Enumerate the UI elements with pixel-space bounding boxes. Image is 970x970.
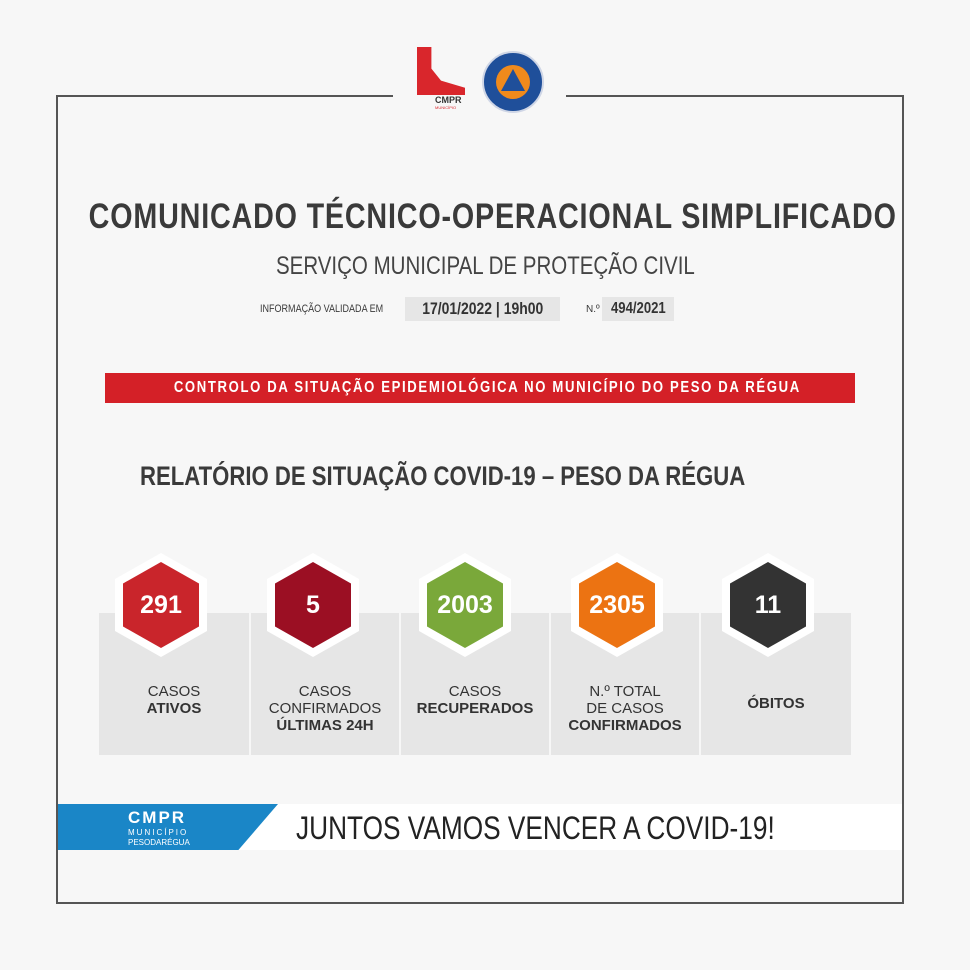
stat-label-bold: ÓBITOS bbox=[747, 695, 805, 712]
stat-value: 291 bbox=[140, 590, 182, 619]
number-label: N.º bbox=[586, 304, 600, 315]
stat-value: 5 bbox=[306, 590, 320, 619]
report-title: RELATÓRIO DE SITUAÇÃO COVID-19 – PESO DA… bbox=[140, 461, 746, 491]
footer-logo-sub2: PESODARÉGUA bbox=[128, 838, 190, 847]
stat-hex-ativos: 291 bbox=[123, 562, 199, 648]
stat-label-bold: RECUPERADOS bbox=[416, 700, 534, 717]
stat-value: 2305 bbox=[589, 590, 645, 619]
frame-right bbox=[902, 95, 904, 904]
stat-hex-total: 2305 bbox=[579, 562, 655, 648]
subtitle: SERVIÇO MUNICIPAL DE PROTEÇÃO CIVIL bbox=[275, 252, 695, 280]
footer-logo-block: CMPR MUNICÍPIO PESODARÉGUA bbox=[58, 804, 278, 850]
stat-label-bold: ATIVOS bbox=[146, 700, 202, 717]
frame-top-left bbox=[56, 95, 393, 97]
municipio-logo: CMPR MUNICÍPIO bbox=[417, 47, 467, 117]
page-title: COMUNICADO TÉCNICO-OPERACIONAL SIMPLIFIC… bbox=[88, 197, 897, 236]
banner-text: CONTROLO DA SITUAÇÃO EPIDEMIOLÓGICA NO M… bbox=[173, 379, 801, 396]
stat-label-bold: ÚLTIMAS 24H bbox=[276, 717, 374, 734]
section-banner: CONTROLO DA SITUAÇÃO EPIDEMIOLÓGICA NO M… bbox=[105, 373, 855, 403]
slogan: JUNTOS VAMOS VENCER A COVID-19! bbox=[296, 810, 775, 846]
stat-value: 11 bbox=[754, 590, 782, 619]
protecao-civil-logo bbox=[482, 51, 544, 113]
stat-label: CASOS bbox=[448, 683, 502, 700]
stat-label: CONFIRMADOS bbox=[268, 700, 382, 717]
number-value: 494/2021 bbox=[610, 300, 666, 317]
frame-bottom bbox=[56, 902, 904, 904]
stat-card-24h: CASOS CONFIRMADOS ÚLTIMAS 24H bbox=[251, 613, 399, 755]
stat-hex-recuperados: 2003 bbox=[427, 562, 503, 648]
stat-label: N.º TOTAL bbox=[589, 683, 661, 700]
stat-label: CASOS bbox=[298, 683, 352, 700]
frame-top-right bbox=[566, 95, 904, 97]
frame-left bbox=[56, 95, 58, 904]
stat-label: DE CASOS bbox=[586, 700, 664, 717]
footer-logo-sub1: MUNICÍPIO bbox=[128, 828, 189, 837]
validated-label: INFORMAÇÃO VALIDADA EM bbox=[260, 303, 384, 315]
footer-logo-main: CMPR bbox=[128, 808, 187, 827]
validated-value: 17/01/2022 | 19h00 bbox=[422, 299, 543, 318]
stat-label-bold: CONFIRMADOS bbox=[568, 717, 682, 734]
stat-card-total: N.º TOTAL DE CASOS CONFIRMADOS bbox=[551, 613, 699, 755]
stat-hex-24h: 5 bbox=[275, 562, 351, 648]
stat-label: CASOS bbox=[147, 683, 201, 700]
stat-hex-obitos: 11 bbox=[730, 562, 806, 648]
stat-value: 2003 bbox=[437, 590, 493, 619]
